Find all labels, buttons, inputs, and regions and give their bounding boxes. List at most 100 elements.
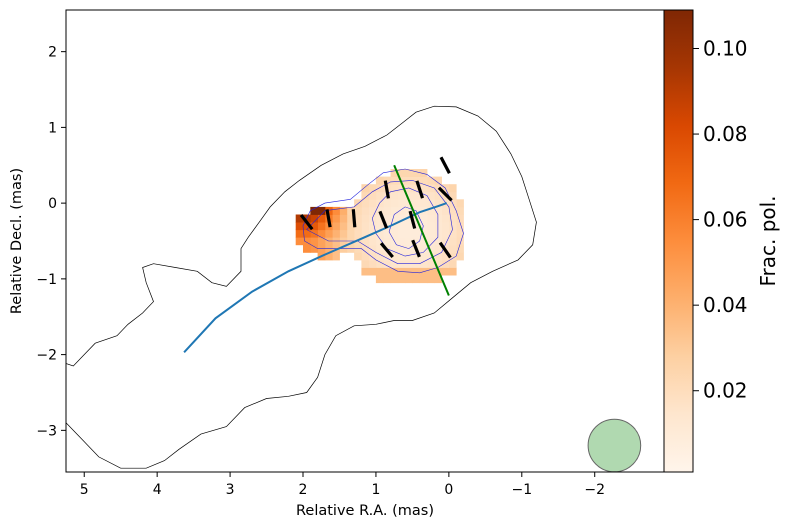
frac-pol-pixel [346,222,355,231]
polarized-contour-1 [302,168,464,274]
frac-pol-pixel [397,169,406,177]
plot-area: 5 4 3 2 1 0 −1 −2 2 1 0 −1 −2 −3 [36,9,665,498]
frac-pol-pixel [390,176,399,185]
frac-pol-pixel [375,184,384,193]
frac-pol-pixel [397,275,406,284]
frac-pol-pixel [390,199,399,208]
frac-pol-pixel [390,206,399,215]
frac-pol-pixel [419,244,428,253]
frac-pol-pixel [324,229,333,238]
frac-pol-pixel [427,191,435,200]
frac-pol-pixel [361,184,370,193]
frac-pol-pixel [419,199,428,208]
colorbar-gradient [663,9,694,473]
frac-pol-pixel [390,222,399,231]
frac-pol-pixel [412,275,421,284]
frac-pol-pixel [375,259,384,268]
x-tick-label: 3 [226,482,235,498]
frac-pol-pixel [368,206,377,215]
x-tick-label: −1 [511,482,532,498]
evpa-vector [351,209,357,228]
frac-pol-pixel [405,275,413,284]
frac-pol-pixel [419,214,428,223]
frac-pol-pixel [368,199,377,208]
frac-pol-pixel [383,252,391,261]
polarized-contour-3 [371,187,439,257]
y-tick-label: 2 [48,45,57,61]
frac-pol-pixel [412,222,421,231]
frac-pol-pixel [456,214,464,223]
y-tick-label: −1 [36,272,57,288]
frac-pol-pixel [317,214,326,223]
evpa-vector [415,180,425,199]
frac-pol-pixel [405,252,413,261]
frac-pol-pixel [427,222,435,231]
frac-pol-pixel [324,252,333,261]
frac-pol-pixel [419,184,428,193]
frac-pol-pixel [295,229,304,238]
frac-pol-pixel [317,206,326,215]
frac-pol-pixel [375,267,384,276]
frac-pol-pixel [361,206,370,215]
frac-pol-pixel [361,237,370,246]
frac-pol-pixel [427,184,435,193]
frac-pol-pixel [397,237,406,246]
frac-pol-pixel [361,191,370,200]
frac-pol-pixel [419,259,428,268]
frac-pol-pixel [434,199,442,208]
frac-pol-pixel [448,229,457,238]
frac-pol-pixel [361,267,370,276]
frac-pol-pixel [390,252,399,261]
colorbar-ticks: 0.02 0.04 0.06 0.08 0.10 [693,37,748,403]
y-tick-label: 1 [48,120,57,136]
frac-pol-pixel [390,191,399,200]
frac-pol-pixel [383,237,391,246]
frac-pol-pixel [375,252,384,261]
x-tick-label: −2 [584,482,605,498]
evpa-vector [379,242,394,259]
frac-pol-pixel [390,229,399,238]
colorbar-tick-label: 0.02 [703,379,748,403]
frac-pol-pixel [441,252,450,261]
evpa-vector [378,210,389,229]
frac-pol-pixel [456,237,464,246]
y-axis-label: Relative Decl. (mas) [9,168,25,314]
frac-pol-pixel [383,206,391,215]
colorbar-label: Frac. pol. [756,195,780,286]
frac-pol-pixel [390,275,399,284]
frac-pol-pixel [390,267,399,276]
frac-pol-pixel [441,206,450,215]
frac-pol-pixel [448,206,457,215]
frac-pol-pixel [405,267,413,276]
frac-pol-pixel [441,229,450,238]
frac-pol-pixel [310,214,318,223]
polarized-contour-2 [306,180,453,264]
frac-pol-pixel [448,237,457,246]
frac-pol-pixel [375,191,384,200]
evpa-vector [437,186,453,202]
frac-pol-pixel [397,191,406,200]
x-axis-label: Relative R.A. (mas) [296,503,434,519]
total-intensity-contour [66,105,537,469]
frac-pol-pixel [412,252,421,261]
frac-pol-pixel [412,229,421,238]
frac-pol-pixel [375,275,384,284]
frac-pol-pixel [434,244,442,253]
frac-pol-pixel [383,214,391,223]
frac-pol-pixel [397,184,406,193]
evpa-vector [411,239,421,258]
evpa-vector [438,241,452,259]
frac-pol-pixel [434,191,442,200]
frac-pol-pixel [332,252,340,261]
frac-pol-pixel [368,222,377,231]
frac-pol-pixel [456,244,464,253]
frac-pol-pixel [434,259,442,268]
frac-pol-pixel [434,176,442,185]
evpa-vector [439,156,451,174]
frac-pol-pixel [354,222,362,231]
colorbar-tick-label: 0.06 [703,208,748,232]
frac-pol-pixel [368,244,377,253]
frac-pol-pixel [405,222,413,231]
frac-pol-pixel [361,222,370,231]
frac-pol-pixel [368,191,377,200]
